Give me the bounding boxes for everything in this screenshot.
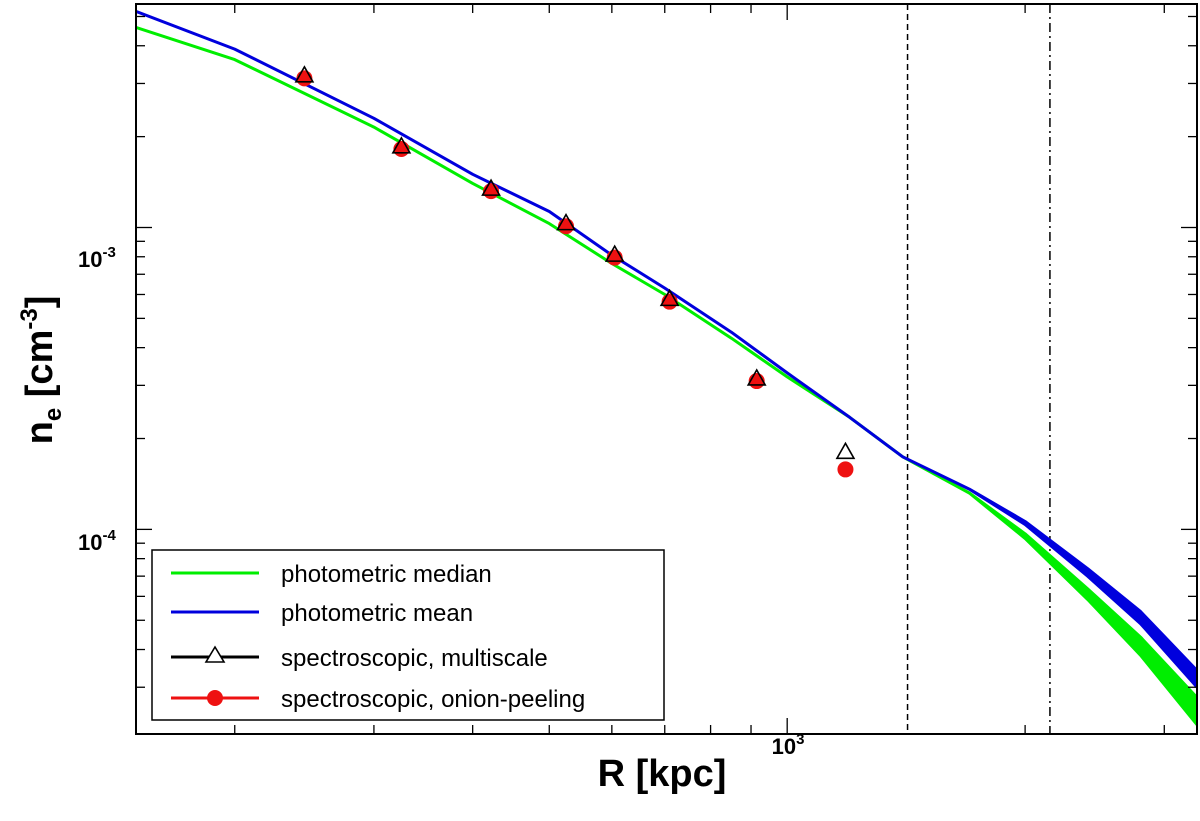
legend-label-mean: photometric mean [281,600,473,627]
multiscale-point-6 [659,288,680,307]
legend-entry-photometric-mean: photometric mean [171,600,473,627]
y-axis-title: ne [cm-3] [16,296,67,445]
curve-photometric-median [136,25,1197,727]
legend-entry-photometric-median: photometric median [171,561,492,588]
legend-circle-marker [207,690,223,706]
multiscale-point-8 [835,441,856,460]
legend-label-multiscale: spectroscopic, multiscale [281,645,548,672]
multiscale-point-4 [556,213,576,231]
multiscale-point-3 [481,178,501,196]
axis-ticks [136,4,1197,734]
multiscale-point-5 [604,244,625,262]
y-tick-label-1e-4: 10-4 [78,527,116,555]
legend-entry-onion-peeling: spectroscopic, onion-peeling [171,686,585,713]
multiscale-point-2 [391,136,412,154]
multiscale-point-1 [294,65,315,83]
legend: photometric median photometric mean spec… [151,549,665,721]
legend-entry-multiscale: spectroscopic, multiscale [171,645,548,672]
multiscale-point-7 [746,368,767,386]
legend-box [151,549,665,721]
legend-triangle-marker [204,645,226,663]
onion-peeling-point-8 [837,461,854,478]
legend-label-onion: spectroscopic, onion-peeling [281,686,585,713]
x-axis-title: R [kpc] [598,753,727,795]
plot-frame [135,3,1198,735]
marker-layer [294,65,856,478]
y-tick-label-1e-3: 10-3 [78,244,116,272]
reference-lines [906,4,1051,734]
legend-label-median: photometric median [281,561,492,588]
onion-peeling-point-4 [558,218,575,235]
x-tick-label-1000: 103 [772,731,805,759]
